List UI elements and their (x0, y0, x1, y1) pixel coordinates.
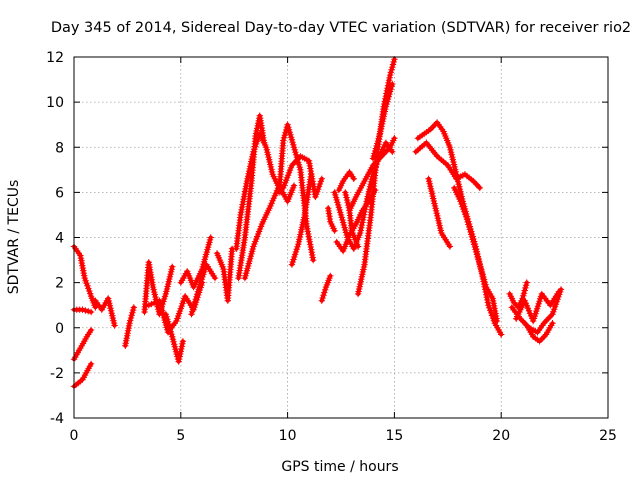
series-t01 (70, 243, 99, 311)
data-point (549, 320, 556, 327)
series-t29 (412, 139, 483, 192)
grid-lines (74, 57, 608, 418)
data-point (148, 300, 155, 308)
data-point (389, 148, 396, 155)
data-point (87, 308, 95, 316)
data-point (350, 175, 357, 182)
data-point (150, 299, 158, 307)
series-t14 (235, 112, 268, 282)
y-tick-label: 0 (55, 321, 64, 337)
data-point (207, 234, 214, 241)
series-t30 (425, 175, 454, 250)
data-point (280, 137, 287, 144)
y-tick-label: -2 (50, 366, 64, 382)
data-point (555, 288, 563, 295)
series-t17 (280, 153, 325, 201)
data-point (129, 306, 137, 314)
x-axis-label: GPS time / hours (281, 459, 398, 475)
data-point (318, 297, 325, 304)
y-tick-label: 4 (55, 231, 64, 247)
data-point (391, 135, 398, 142)
data-point (321, 289, 328, 296)
x-tick-label: 10 (279, 428, 297, 444)
series-t03 (70, 326, 95, 363)
y-tick-label: 8 (55, 140, 64, 156)
data-point (446, 243, 454, 250)
series-t05 (92, 295, 118, 329)
series-trace (72, 328, 94, 362)
data-point (523, 279, 530, 286)
y-tick-label: 12 (46, 50, 64, 66)
series-t18 (288, 171, 315, 268)
data-point (127, 314, 135, 322)
series-t09 (162, 311, 187, 365)
plot-frame (73, 56, 609, 419)
data-point (386, 71, 394, 79)
data-point (389, 80, 396, 88)
data-point (87, 360, 95, 368)
data-point (331, 227, 338, 234)
data-point (87, 326, 95, 334)
y-tick-label: -4 (50, 411, 64, 427)
series-t27 (369, 80, 396, 162)
series-t19 (318, 272, 334, 304)
y-tick-label: 2 (55, 276, 64, 292)
data-point (318, 175, 325, 182)
series-t23 (335, 168, 357, 194)
chart-title: Day 345 of 2014, Sidereal Day-to-day VTE… (51, 20, 631, 36)
x-tick-label: 0 (70, 428, 79, 444)
data-point (290, 182, 298, 189)
data-point (111, 322, 118, 329)
data-point (389, 64, 396, 71)
data-point (260, 139, 268, 146)
x-tick-label: 25 (599, 428, 617, 444)
data-point (476, 184, 483, 192)
data-point (320, 292, 327, 299)
data-point (82, 307, 89, 314)
series-t34 (513, 288, 563, 325)
data-point (322, 286, 329, 293)
x-tick-label: 20 (492, 428, 510, 444)
data-point (319, 294, 326, 302)
data-point (79, 306, 86, 313)
data-point (179, 338, 187, 345)
y-axis-label: SDTVAR / TECUs (6, 180, 22, 295)
series-t02 (70, 306, 95, 316)
data-point (307, 171, 315, 178)
data-point (498, 331, 505, 338)
data-point (310, 256, 317, 264)
series-t12 (213, 245, 236, 304)
y-tick-label: 10 (46, 95, 64, 111)
tick-labels: 0 5 10 15 20 25 -4 -2 0 2 4 6 8 10 12 (46, 50, 617, 444)
data-point (354, 243, 362, 250)
x-tick-label: 15 (385, 428, 403, 444)
series-t35 (523, 320, 556, 345)
x-tick-label: 5 (176, 428, 185, 444)
data-point (130, 304, 137, 311)
series-t11 (188, 261, 219, 318)
series-t31 (451, 184, 501, 325)
data-point (493, 317, 501, 325)
data-point (169, 263, 176, 270)
y-tick-label: 6 (55, 185, 64, 201)
data-point (211, 274, 219, 282)
data-point (522, 282, 530, 289)
data-point (85, 308, 92, 315)
data-point (327, 272, 334, 280)
series-t20 (325, 205, 338, 234)
series-t10 (177, 234, 214, 291)
data-point (520, 290, 528, 297)
series-t06 (122, 304, 137, 349)
